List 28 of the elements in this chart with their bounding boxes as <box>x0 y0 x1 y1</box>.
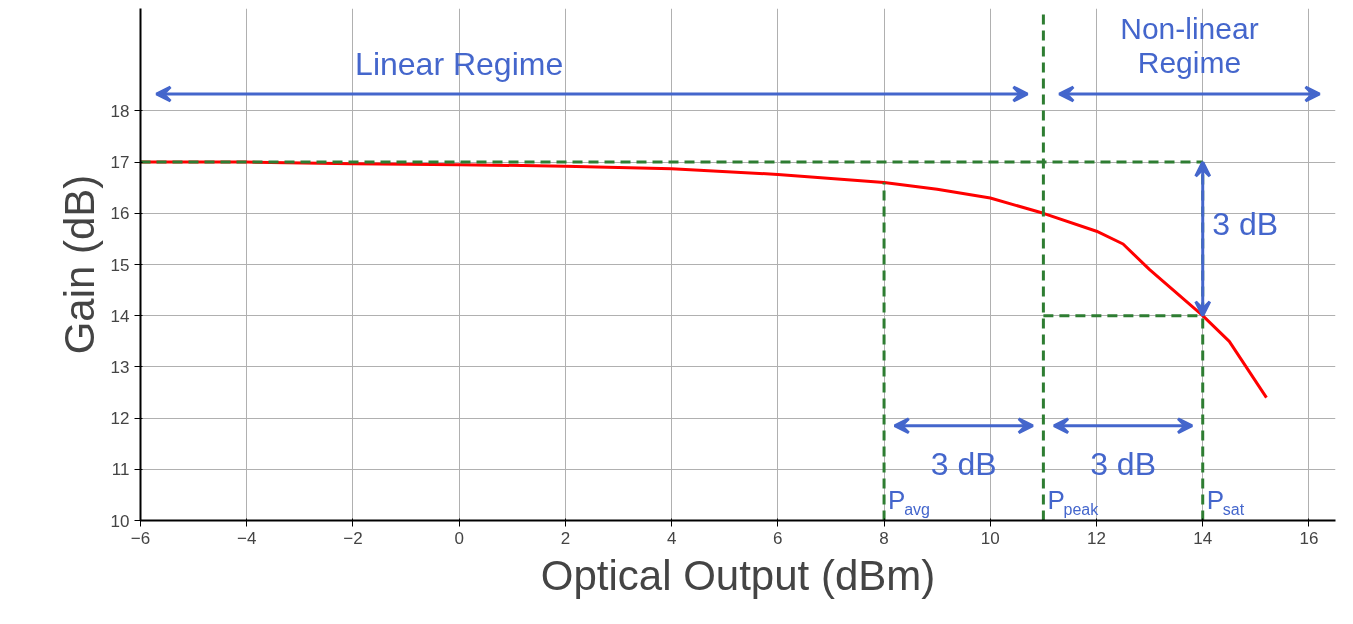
x-tick-label: −6 <box>130 528 151 548</box>
x-tick-label: 12 <box>1087 528 1106 548</box>
y-tick-label: 10 <box>110 511 130 531</box>
y-tick-label: 18 <box>110 101 130 121</box>
y-tick-label: 11 <box>111 460 130 480</box>
x-tick-label: 4 <box>666 528 677 548</box>
x-tick-label: −2 <box>343 528 363 548</box>
annotation: 3 dB <box>930 446 997 483</box>
y-axis-title: Gain (dB) <box>55 174 103 355</box>
annotation: Non-linear Regime <box>1120 12 1259 79</box>
x-tick-label: 16 <box>1299 528 1319 548</box>
y-tick-label: 15 <box>110 255 130 275</box>
x-axis-title: Optical Output (dBm) <box>540 551 936 599</box>
annotation: 3 dB <box>1212 205 1279 242</box>
x-tick-label: −4 <box>237 528 257 548</box>
x-tick-label: 10 <box>980 528 1000 548</box>
x-tick-label: 0 <box>454 528 464 548</box>
y-tick-label: 17 <box>110 153 130 173</box>
x-tick-label: 6 <box>773 528 783 548</box>
annotation: Linear Regime <box>355 46 564 82</box>
x-tick-label: 2 <box>560 528 571 548</box>
y-tick-label: 12 <box>110 409 130 429</box>
y-tick-label: 14 <box>110 306 130 326</box>
x-tick-label: 8 <box>879 528 889 548</box>
y-tick-label: 13 <box>110 357 130 377</box>
y-tick-label: 16 <box>110 204 130 224</box>
annotation: 3 dB <box>1090 446 1156 483</box>
x-tick-label: 14 <box>1193 528 1213 548</box>
